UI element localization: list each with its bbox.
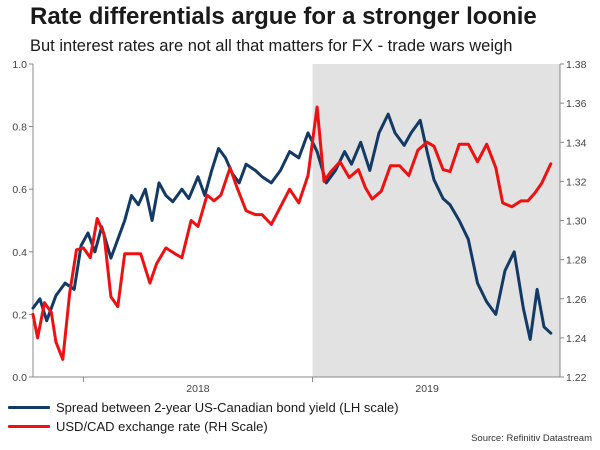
y-left-tick-label: 1.0 <box>12 59 27 71</box>
y-left-tick-label: 0.8 <box>12 122 27 134</box>
y-left-tick-label: 0.4 <box>12 247 27 259</box>
y-left-tick-label: 0.0 <box>12 372 27 384</box>
legend-swatch-usdcad <box>8 424 50 428</box>
y-right-tick-label: 1.30 <box>566 216 587 228</box>
shaded-region <box>312 64 560 377</box>
legend-item-usdcad: USD/CAD exchange rate (RH Scale) <box>8 417 268 435</box>
series-line-usdcad <box>31 105 553 361</box>
y-right-tick-label: 1.26 <box>566 294 587 306</box>
y-left-tick-label: 0.6 <box>12 184 27 196</box>
y-right-tick-label: 1.34 <box>566 137 587 149</box>
legend-item-spread: Spread between 2-year US-Canadian bond y… <box>8 398 399 416</box>
source-note: Source: Refinitiv Datastream <box>471 433 592 444</box>
y-right-tick-label: 1.38 <box>566 59 587 71</box>
y-left-tick-label: 0.2 <box>12 309 27 321</box>
y-right-tick-label: 1.24 <box>566 333 587 345</box>
y-right-tick-label: 1.28 <box>566 255 587 267</box>
chart-title: Rate differentials argue for a stronger … <box>30 3 537 30</box>
x-tick-label: 2019 <box>415 383 439 395</box>
series-line-spread <box>31 112 553 341</box>
y-right-tick-label: 1.32 <box>566 176 587 188</box>
x-tick-label: 2018 <box>186 383 210 395</box>
y-right-tick-label: 1.22 <box>566 372 587 384</box>
chart-subtitle: But interest rates are not all that matt… <box>30 37 513 55</box>
legend-label-usdcad: USD/CAD exchange rate (RH Scale) <box>56 418 268 434</box>
y-right-tick-label: 1.36 <box>566 98 587 110</box>
legend-label-spread: Spread between 2-year US-Canadian bond y… <box>56 399 399 415</box>
legend-swatch-spread <box>8 405 50 409</box>
